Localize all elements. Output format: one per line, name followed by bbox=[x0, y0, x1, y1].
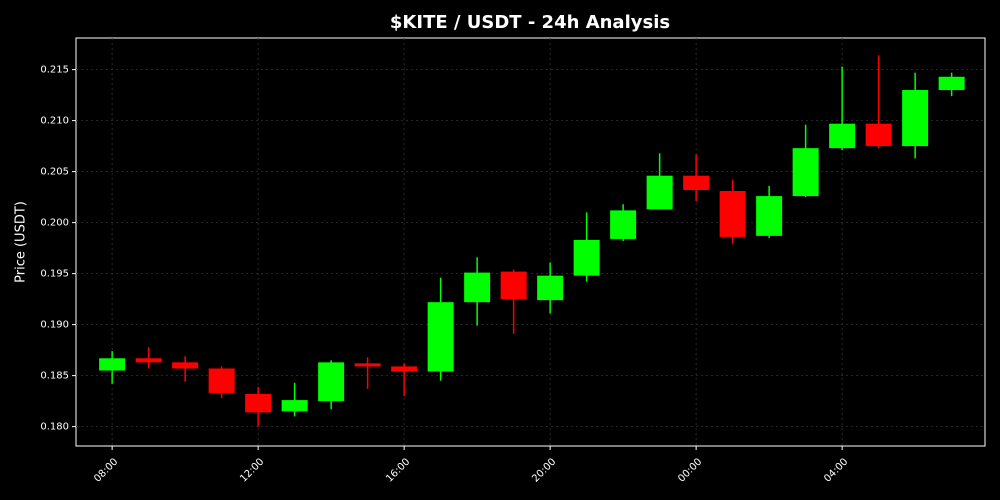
candle-body bbox=[172, 362, 199, 369]
candle-body bbox=[281, 400, 308, 412]
y-tick-label: 0.180 bbox=[40, 422, 69, 433]
candle-body bbox=[938, 76, 965, 91]
candle-body bbox=[610, 210, 637, 239]
candle-body bbox=[427, 302, 454, 372]
candle-body bbox=[135, 358, 162, 363]
candle-body bbox=[902, 90, 929, 147]
y-axis-label: Price (USDT) bbox=[14, 201, 29, 283]
chart-title: $KITE / USDT - 24h Analysis bbox=[390, 12, 670, 33]
candle-body bbox=[245, 393, 272, 413]
candle-body bbox=[683, 175, 710, 190]
y-tick-label: 0.195 bbox=[40, 269, 69, 280]
candle-body bbox=[865, 123, 892, 147]
y-tick-label: 0.190 bbox=[40, 320, 69, 331]
candle-body bbox=[573, 239, 600, 276]
candle-body bbox=[719, 191, 746, 237]
candle-body bbox=[464, 272, 491, 303]
candle-body bbox=[829, 123, 856, 149]
candle-body bbox=[500, 271, 527, 300]
y-tick-label: 0.215 bbox=[40, 65, 69, 76]
plot-frame bbox=[75, 37, 986, 447]
candle-body bbox=[354, 363, 381, 367]
candle-body bbox=[792, 148, 819, 197]
y-tick-label: 0.200 bbox=[40, 218, 69, 229]
candle-body bbox=[208, 368, 235, 393]
candle-body bbox=[537, 275, 564, 301]
candle-body bbox=[99, 358, 126, 371]
candle-body bbox=[391, 366, 418, 372]
candle-body bbox=[318, 362, 345, 402]
candle-body bbox=[646, 175, 673, 210]
y-tick-label: 0.185 bbox=[40, 371, 69, 382]
candle-body bbox=[756, 196, 783, 236]
y-tick-label: 0.210 bbox=[40, 116, 69, 127]
y-tick-label: 0.205 bbox=[40, 167, 69, 178]
